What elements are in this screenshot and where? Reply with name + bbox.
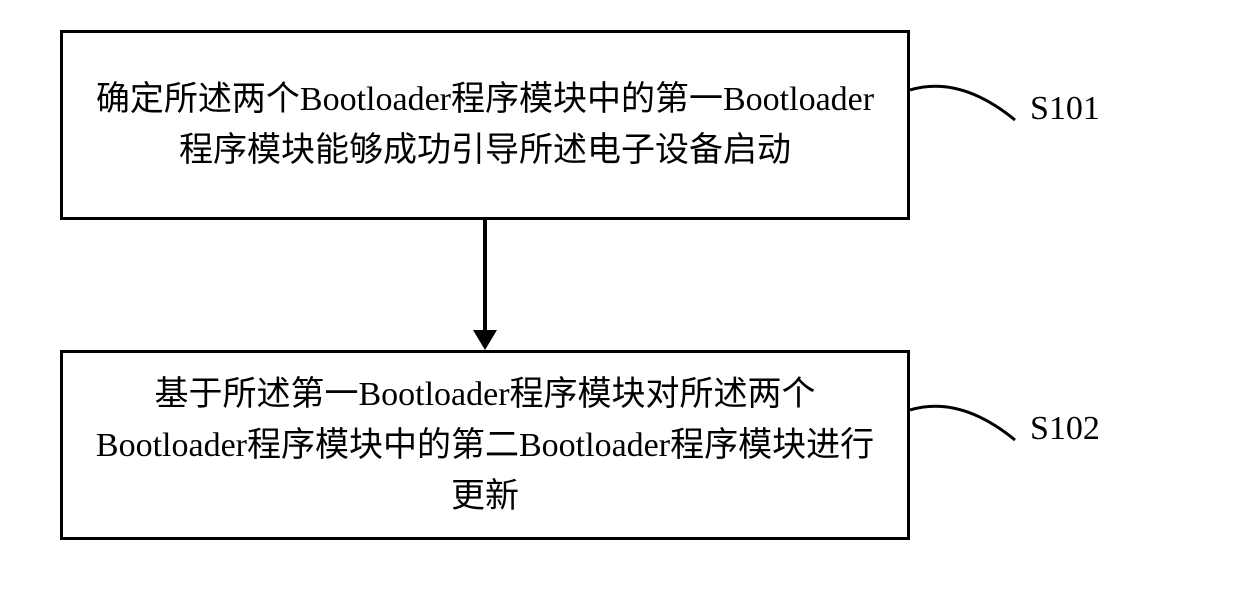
connector-curve-2 xyxy=(910,390,1030,460)
flowchart-node-2: 基于所述第一Bootloader程序模块对所述两个Bootloader程序模块中… xyxy=(60,350,910,540)
node-1-text: 确定所述两个Bootloader程序模块中的第一Bootloader程序模块能够… xyxy=(93,74,877,176)
node-2-text: 基于所述第一Bootloader程序模块对所述两个Bootloader程序模块中… xyxy=(93,369,877,522)
connector-curve-1 xyxy=(910,70,1030,140)
arrow-head-1 xyxy=(473,330,497,350)
step-label-2: S102 xyxy=(1030,410,1100,448)
arrow-line-1 xyxy=(483,220,487,330)
flowchart-container: 确定所述两个Bootloader程序模块中的第一Bootloader程序模块能够… xyxy=(60,30,1180,570)
step-label-1: S101 xyxy=(1030,90,1100,128)
flowchart-node-1: 确定所述两个Bootloader程序模块中的第一Bootloader程序模块能够… xyxy=(60,30,910,220)
